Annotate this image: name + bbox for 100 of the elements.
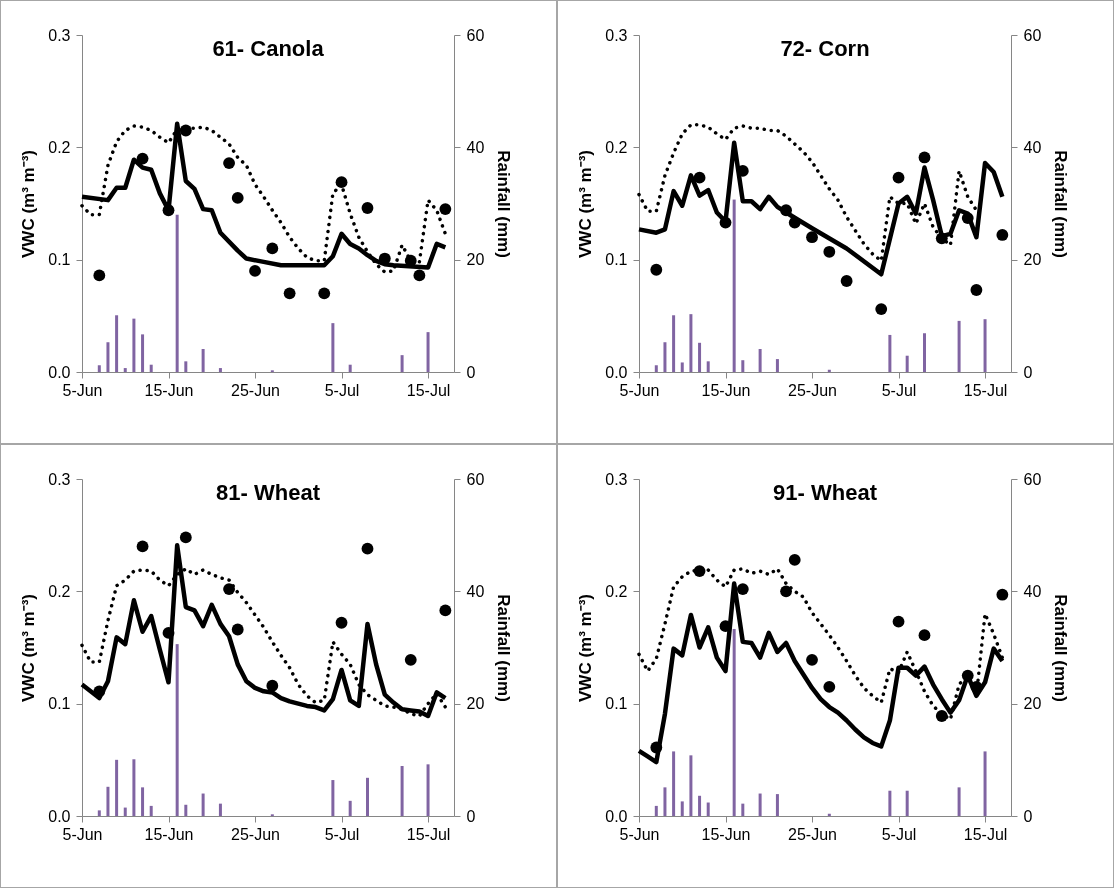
bar	[184, 361, 188, 372]
x-tick-label: 15-Jun	[701, 825, 751, 843]
bar	[775, 794, 779, 816]
y2-tick-label: 0	[1023, 807, 1033, 825]
bar	[957, 787, 961, 816]
bar	[672, 751, 676, 816]
x-tick-label: 5-Jun	[619, 381, 660, 399]
bar	[123, 807, 127, 816]
point	[283, 287, 296, 300]
y2-tick-label: 20	[466, 695, 485, 713]
point	[413, 269, 426, 282]
y2-axis-title: Rainfall (mm)	[494, 150, 514, 258]
y2-tick-label: 40	[466, 138, 485, 156]
y-tick-label: 0.0	[48, 807, 71, 825]
point	[93, 269, 106, 282]
y-tick-label: 0.0	[48, 363, 71, 381]
bar	[680, 362, 684, 372]
point	[693, 565, 706, 578]
y2-tick-label: 20	[1023, 695, 1042, 713]
point	[823, 245, 836, 258]
bar	[663, 342, 667, 372]
y-tick-label: 0.0	[605, 807, 628, 825]
x-tick-label: 5-Jul	[881, 381, 917, 399]
bar	[663, 787, 667, 816]
point	[162, 626, 175, 639]
point	[179, 124, 192, 137]
y2-tick-label: 0	[1023, 363, 1033, 381]
bar	[175, 644, 179, 816]
point	[961, 212, 974, 225]
y2-tick-label: 20	[1023, 251, 1042, 269]
point	[996, 229, 1009, 241]
bar	[348, 800, 352, 816]
x-tick-label: 15-Jun	[701, 381, 751, 399]
bar	[732, 199, 736, 372]
y-axis-title: VWC (m³ m⁻³)	[19, 594, 39, 702]
point	[650, 263, 663, 276]
bar	[888, 334, 892, 372]
point	[249, 265, 261, 277]
bar	[680, 801, 684, 816]
x-tick-label: 25-Jun	[788, 381, 837, 399]
x-tick-label: 5-Jun	[62, 381, 103, 399]
bar	[888, 790, 892, 816]
point	[780, 204, 792, 217]
x-tick-label: 5-Jul	[881, 825, 917, 843]
point	[935, 710, 948, 722]
bar	[706, 802, 710, 816]
y2-tick-label: 40	[1023, 138, 1042, 156]
bar	[132, 759, 136, 816]
x-tick-label: 25-Jun	[231, 825, 280, 843]
bar	[201, 348, 205, 372]
bar	[654, 365, 658, 372]
bar	[115, 315, 119, 372]
bar	[123, 368, 127, 372]
point	[806, 653, 818, 666]
point	[335, 616, 348, 629]
bar	[957, 320, 961, 372]
y-tick-label: 0.2	[605, 138, 628, 156]
bar	[141, 787, 145, 816]
bar	[365, 777, 369, 816]
point	[136, 152, 149, 165]
point	[93, 685, 106, 698]
x-tick-label: 15-Jul	[963, 825, 1008, 843]
y-tick-label: 0.2	[48, 582, 71, 600]
y-axis-title: VWC (m³ m⁻³)	[19, 150, 39, 258]
point	[892, 171, 905, 184]
y-tick-label: 0.1	[48, 695, 71, 713]
bar	[672, 315, 676, 372]
x-tick-label: 15-Jun	[144, 825, 194, 843]
y-tick-label: 0.3	[605, 470, 628, 488]
bar	[106, 342, 110, 372]
y2-tick-label: 40	[1023, 582, 1042, 600]
point	[875, 303, 888, 315]
point	[736, 583, 749, 595]
bar	[983, 751, 987, 816]
y2-tick-label: 0	[466, 363, 476, 381]
chart-title: 91- Wheat	[773, 480, 878, 505]
point	[266, 242, 279, 255]
point	[231, 191, 244, 204]
point	[179, 531, 192, 544]
y-tick-label: 0.0	[605, 363, 628, 381]
y-tick-label: 0.1	[605, 695, 628, 713]
y-tick-label: 0.2	[605, 582, 628, 600]
bar	[115, 759, 119, 816]
point	[935, 232, 948, 245]
point	[719, 216, 732, 229]
x-tick-label: 15-Jun	[144, 381, 194, 399]
bar	[97, 810, 101, 816]
bar	[97, 365, 101, 372]
y2-tick-label: 20	[466, 251, 485, 269]
point	[404, 653, 417, 666]
y-tick-label: 0.3	[48, 26, 71, 44]
bar	[983, 319, 987, 372]
bar	[218, 803, 222, 816]
bar	[348, 364, 352, 372]
bar	[149, 364, 153, 372]
point	[823, 680, 836, 693]
point	[892, 615, 905, 628]
bar	[400, 766, 404, 816]
y2-tick-label: 40	[466, 582, 485, 600]
bar	[698, 342, 702, 372]
